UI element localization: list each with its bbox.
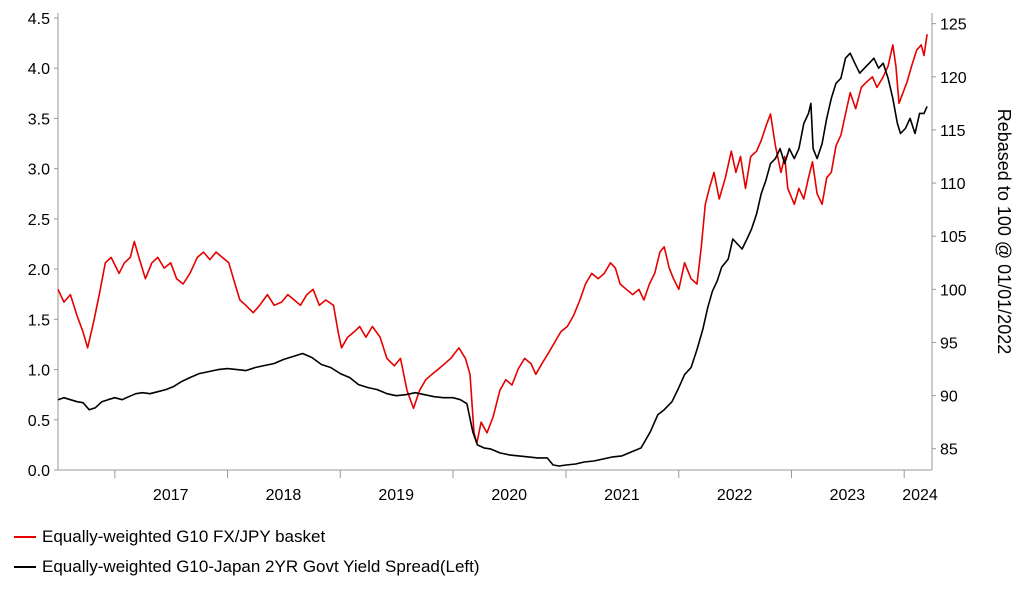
right-tick-label: 120 (940, 70, 967, 87)
x-tick-label: 2022 (717, 487, 753, 504)
x-tick-label: 2018 (266, 487, 302, 504)
left-tick-label: 2.0 (28, 262, 50, 279)
left-tick-label: 3.0 (28, 162, 50, 179)
right-tick-label: 85 (940, 442, 958, 459)
x-tick-label: 2021 (604, 487, 640, 504)
plot-area: 0.0 0.5 1.0 1.5 2.0 2.5 3.0 3.5 4.0 4.5 85 90 95 100… (28, 11, 1014, 504)
x-tick-label: 2020 (491, 487, 527, 504)
x-tick-label: 2017 (153, 487, 189, 504)
left-tick-label: 4.0 (28, 61, 50, 78)
right-tick-label: 90 (940, 389, 958, 406)
x-tick-label: 2023 (830, 487, 866, 504)
left-tick-label: 2.5 (28, 212, 50, 229)
right-tick-label: 100 (940, 282, 967, 299)
right-tick-label: 105 (940, 229, 967, 246)
x-tick-label: 2024 (902, 487, 938, 504)
series-line-yield-spread (57, 52, 928, 467)
legend-item-yield-spread: Equally-weighted G10-Japan 2YR Govt Yiel… (14, 552, 480, 582)
legend-item-fx-basket: Equally-weighted G10 FX/JPY basket (14, 522, 480, 552)
x-axis-ticks: 2017 2018 2019 2020 2021 2022 2023 2024 (114, 470, 938, 504)
x-tick-label: 2019 (378, 487, 414, 504)
legend-swatch-red (14, 536, 36, 538)
right-axis-ticks: 85 90 95 100 105 110 115 120 125 (932, 17, 967, 459)
right-axis-title: Rebased to 100 @ 01/01/2022 (994, 109, 1014, 354)
right-tick-label: 115 (940, 123, 966, 140)
right-tick-label: 95 (940, 335, 958, 352)
left-tick-label: 0.5 (28, 413, 50, 430)
left-tick-label: 1.5 (28, 312, 50, 329)
right-tick-label: 110 (940, 176, 966, 193)
legend-swatch-black (14, 566, 36, 568)
legend: Equally-weighted G10 FX/JPY basket Equal… (14, 522, 480, 582)
left-tick-label: 0.0 (28, 463, 50, 480)
left-tick-label: 3.5 (28, 111, 50, 128)
left-tick-label: 1.0 (28, 363, 50, 380)
legend-label-yield-spread: Equally-weighted G10-Japan 2YR Govt Yiel… (42, 557, 480, 576)
series-layer (57, 34, 928, 467)
left-tick-label: 4.5 (28, 11, 50, 28)
legend-label-fx-basket: Equally-weighted G10 FX/JPY basket (42, 527, 326, 546)
series-line-fx-basket (57, 34, 928, 445)
right-tick-label: 125 (940, 17, 967, 34)
left-axis-ticks: 0.0 0.5 1.0 1.5 2.0 2.5 3.0 3.5 4.0 4.5 (28, 11, 58, 480)
